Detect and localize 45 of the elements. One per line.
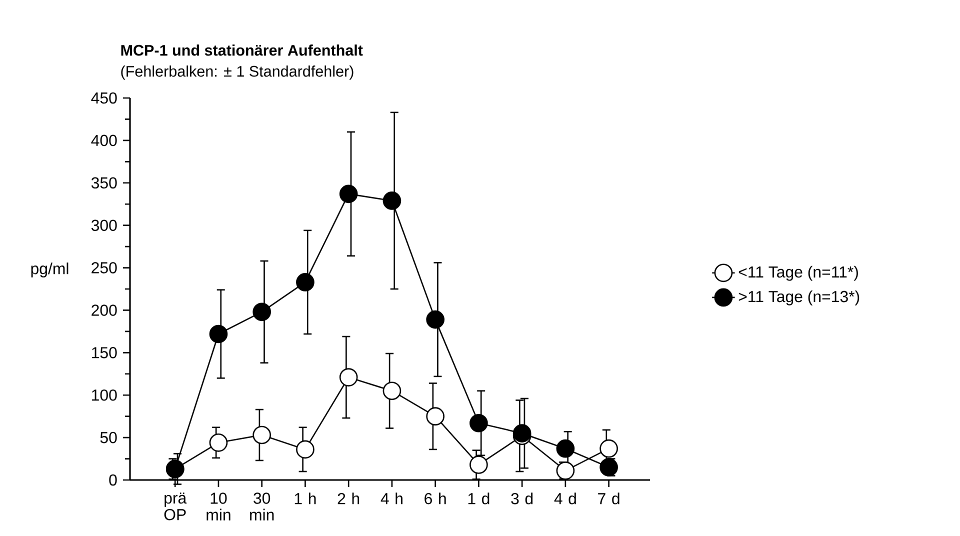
point: [556, 461, 575, 480]
x-tick-label: 7 d: [598, 492, 620, 504]
x-tick-label: 4 h: [380, 492, 402, 504]
point: [339, 368, 358, 386]
x-tick-label: 1 h: [294, 492, 316, 504]
point: [296, 440, 314, 459]
y-tick-label: 200: [92, 304, 117, 316]
y-tick-label: 400: [91, 134, 117, 146]
point: [296, 273, 314, 292]
point: [600, 458, 618, 476]
chart-title: MCP-1 und stationärer Aufenthalt: [121, 44, 363, 56]
y-tick-label: 450: [91, 92, 117, 104]
x-tick-label: 2 h: [338, 492, 360, 504]
y-tick-label: 0: [109, 474, 117, 486]
point: [382, 382, 402, 400]
y-tick-label: 150: [92, 347, 117, 358]
x-tick-label: 4 d: [554, 492, 576, 504]
x-tick-label: 6 h: [424, 492, 446, 504]
x-tick-label: prä OP: [164, 492, 187, 520]
chart-subtitle: (Fehlerbalken: ± 1 Standardfehler): [121, 66, 354, 80]
y-axis-title: pg/ml: [31, 262, 68, 278]
legend-label: >11 Tage (n=13*): [738, 290, 860, 306]
x-tick-label: 30 min: [250, 492, 274, 520]
point: [600, 439, 618, 458]
y-tick-label: 50: [100, 432, 117, 444]
point: [470, 456, 488, 474]
y-tick-label: 100: [92, 389, 117, 401]
y-tick-label: 250: [92, 262, 117, 274]
legend-label: <11 Tage (n=11*): [738, 266, 858, 281]
point: [209, 324, 228, 344]
y-tick-label: 300: [91, 220, 117, 231]
point: [556, 439, 575, 458]
point: [470, 414, 488, 432]
x-tick-label: 10 min: [206, 492, 230, 520]
point: [426, 310, 444, 329]
x-tick-label: 3 d: [511, 492, 533, 504]
x-tick-label: 1 d: [468, 492, 490, 504]
point: [512, 424, 532, 442]
point: [209, 433, 228, 452]
y-tick-label: 350: [91, 177, 117, 189]
point: [252, 302, 272, 322]
point: [252, 426, 272, 444]
point: [426, 407, 444, 426]
point: [339, 184, 358, 204]
point: [382, 192, 402, 210]
